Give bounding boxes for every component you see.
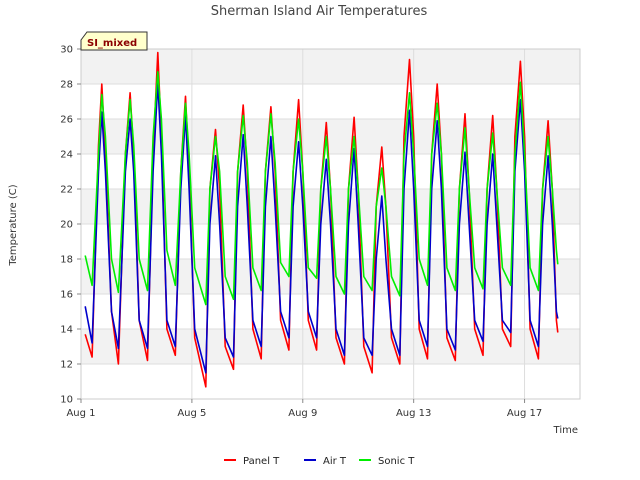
tag-box <box>80 31 148 51</box>
series-line-air-t <box>84 81 559 374</box>
y-tick-label: 28 <box>60 80 73 91</box>
chart-title: Sherman Island Air Temperatures <box>211 4 428 19</box>
series-layer <box>84 51 559 388</box>
x-tick-label: Aug 13 <box>396 408 431 419</box>
site-tag: SI_mixed <box>80 31 148 51</box>
series-line-sonic-t <box>84 71 559 306</box>
y-tick-label: 30 <box>60 45 73 56</box>
x-axis-label: Time <box>553 425 578 436</box>
tag-label: SI_mixed <box>87 38 137 49</box>
grid-band <box>81 259 580 294</box>
y-tick-label: 24 <box>60 150 73 161</box>
legend-label: Sonic T <box>378 456 415 467</box>
grid-band <box>81 329 580 364</box>
y-tick-label: 26 <box>60 115 73 126</box>
y-tick-label: 20 <box>60 220 73 231</box>
grid-band <box>81 49 580 84</box>
y-tick-label: 16 <box>60 290 73 301</box>
x-tick-label: Aug 1 <box>66 408 95 419</box>
x-tick-label: Aug 9 <box>288 408 317 419</box>
y-tick-label: 22 <box>60 185 73 196</box>
grid-band <box>81 119 580 154</box>
y-tick-label: 14 <box>60 325 73 336</box>
y-tick-label: 12 <box>60 360 73 371</box>
x-tick-label: Aug 17 <box>507 408 542 419</box>
y-tick-label: 18 <box>60 255 73 266</box>
legend-label: Air T <box>323 456 347 467</box>
axes: 10 12 14 16 18 20 22 24 26 28 30 Aug 1 Aug 5 Aug 9 Aug… <box>60 45 581 419</box>
y-axis-label: Temperature (C) <box>8 184 19 266</box>
legend-label: Panel T <box>243 456 280 467</box>
legend: Panel T Air T Sonic T <box>224 456 415 467</box>
x-tick-label: Aug 5 <box>177 408 206 419</box>
y-tick-label: 10 <box>60 395 73 406</box>
